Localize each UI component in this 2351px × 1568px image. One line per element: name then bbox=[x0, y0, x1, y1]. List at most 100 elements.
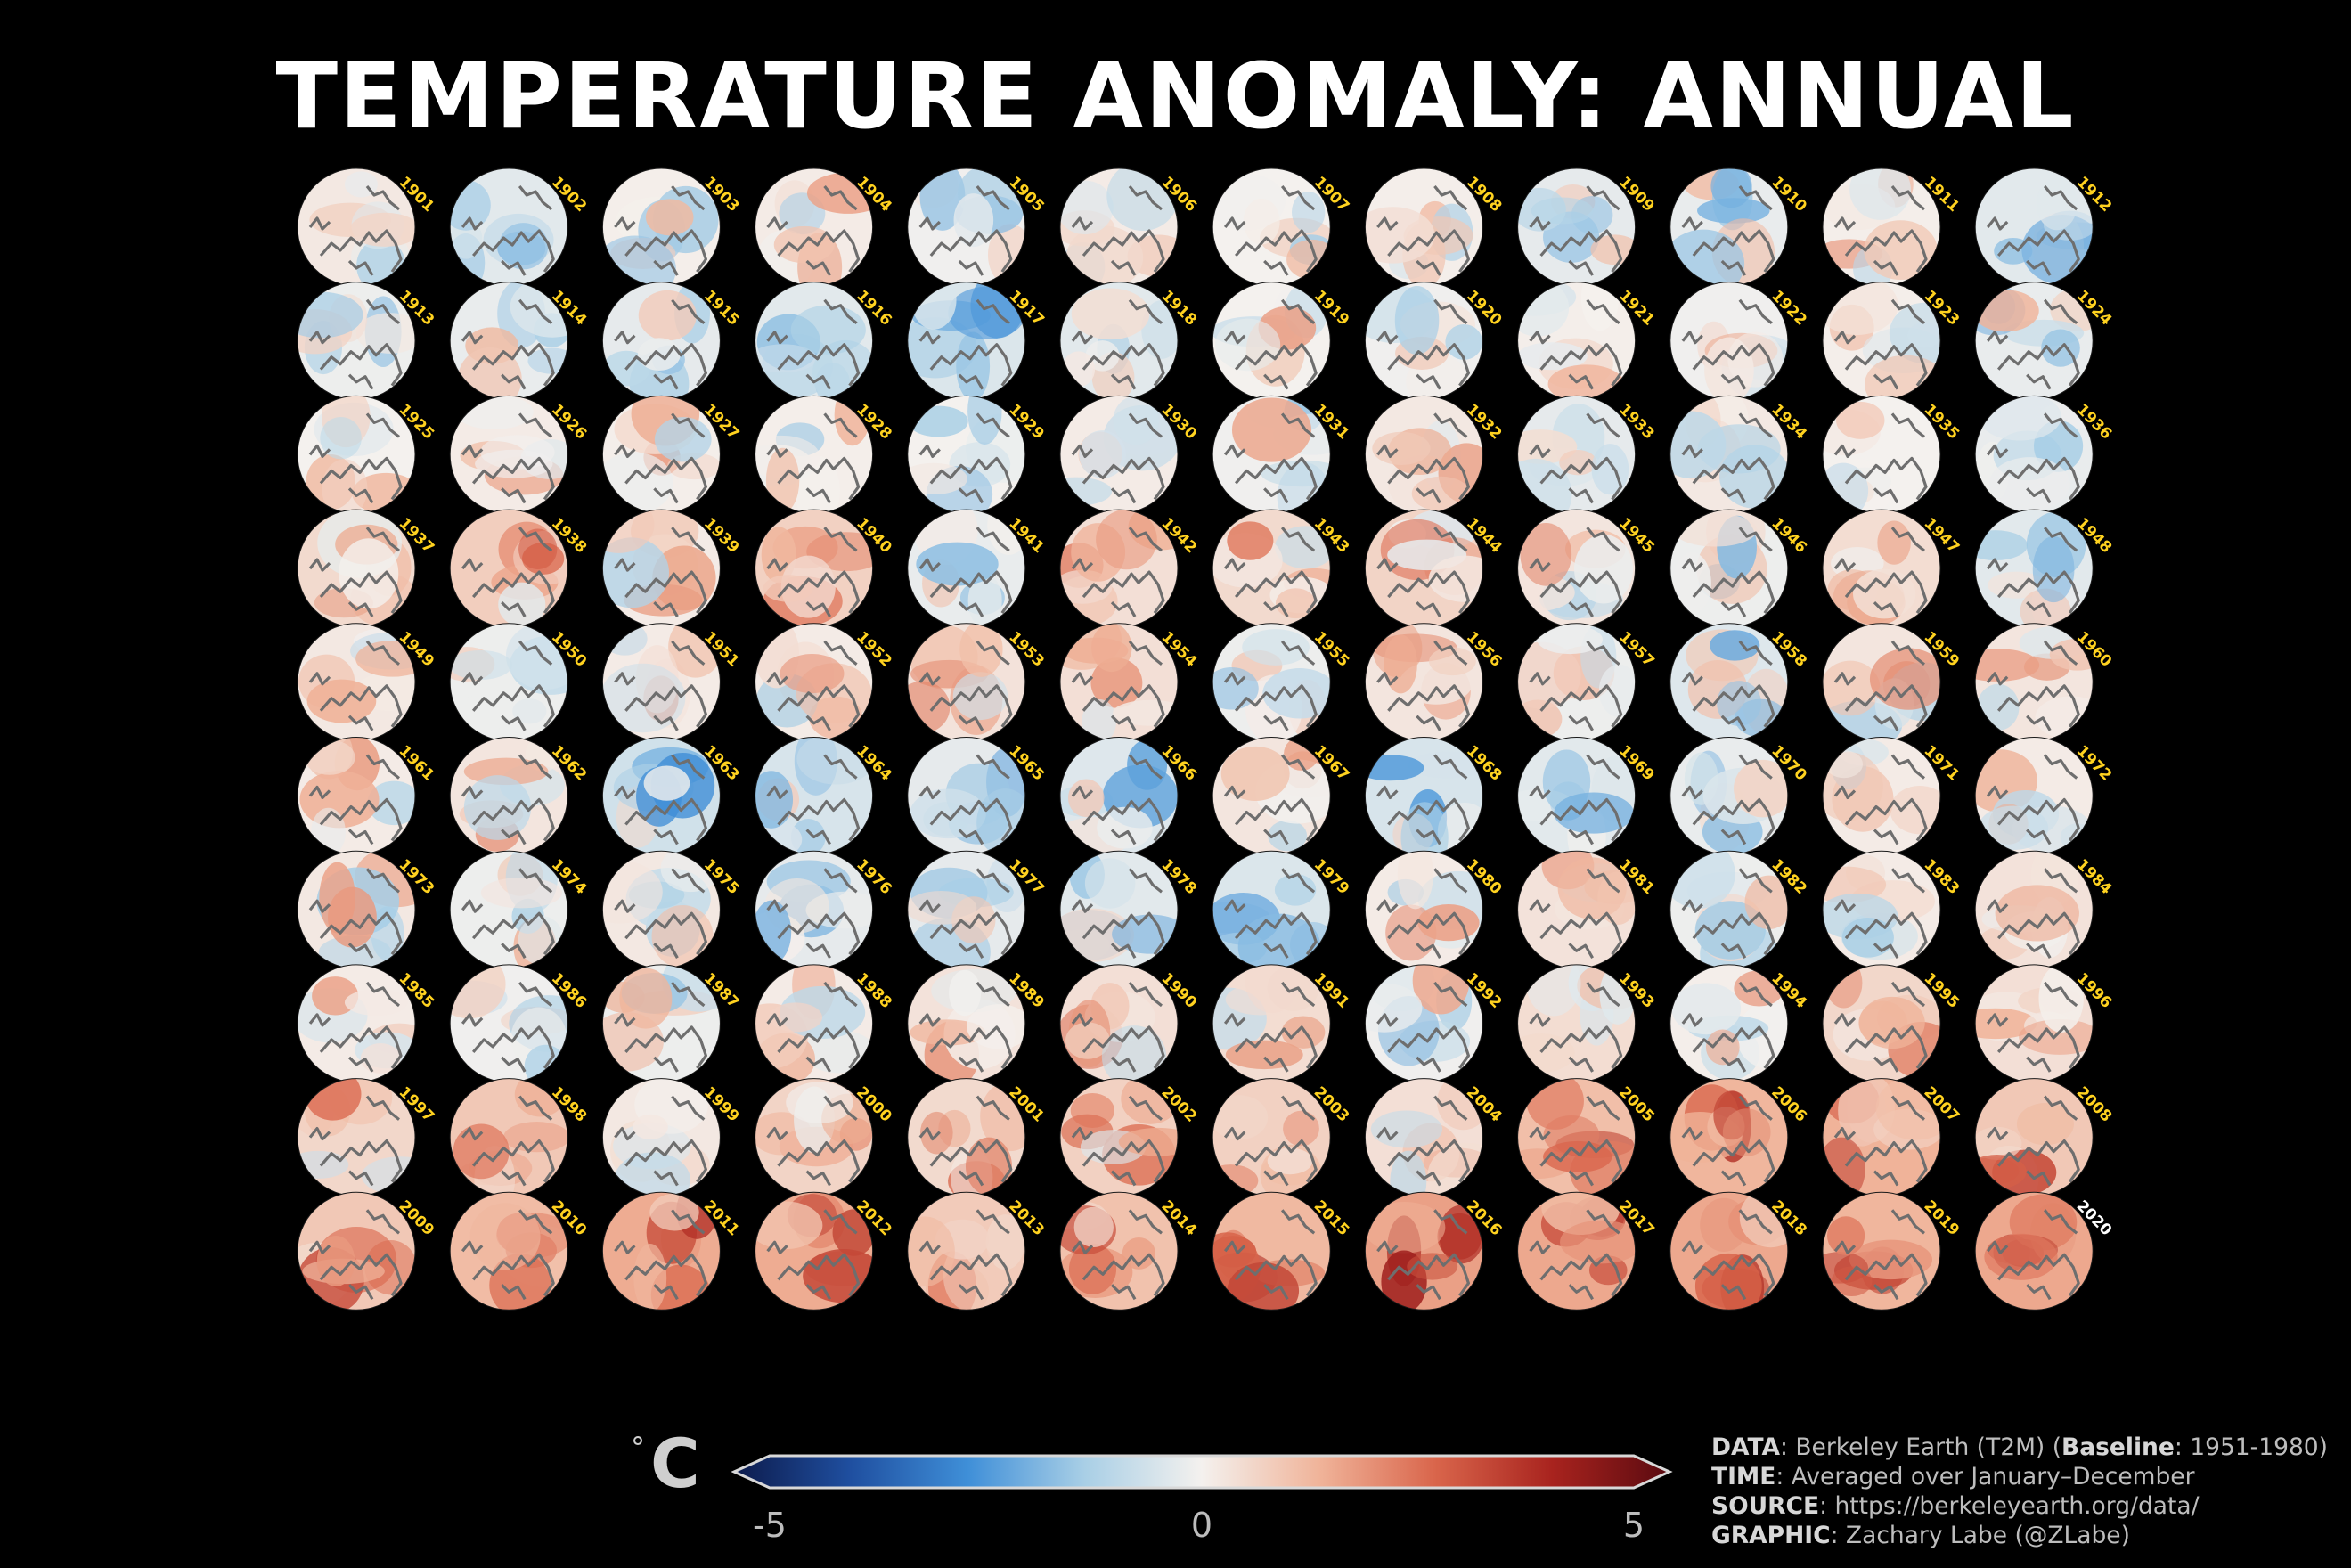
year-map-1936: 1936 bbox=[1974, 395, 2115, 514]
year-map-1917: 1917 bbox=[907, 282, 1048, 401]
anomaly-patch bbox=[1445, 323, 1483, 360]
coastline bbox=[308, 1095, 403, 1187]
year-map-1972: 1972 bbox=[1974, 737, 2115, 855]
coastline bbox=[766, 412, 861, 504]
anomaly-patch bbox=[907, 316, 977, 379]
year-map-1965: 1965 bbox=[907, 737, 1048, 855]
anomaly-patch bbox=[795, 455, 840, 514]
anomaly-patch bbox=[1365, 207, 1435, 264]
anomaly-patch bbox=[602, 663, 686, 733]
coastline bbox=[766, 981, 861, 1073]
year-map-1983: 1983 bbox=[1822, 850, 1963, 969]
coastline bbox=[1681, 1209, 1775, 1301]
year-map-1929: 1929 bbox=[907, 395, 1048, 514]
coastline bbox=[1986, 185, 2080, 276]
anomaly-patch bbox=[1267, 1147, 1313, 1175]
anomaly-patch bbox=[361, 1156, 415, 1196]
coastline bbox=[1986, 868, 2080, 959]
coastline bbox=[614, 527, 708, 617]
year-map-2011: 2011 bbox=[601, 1191, 742, 1311]
year-map-1988: 1988 bbox=[755, 964, 895, 1083]
anomaly-patch bbox=[952, 672, 1008, 721]
anomaly-patch bbox=[1977, 683, 2020, 731]
year-map-1990: 1990 bbox=[1059, 964, 1200, 1083]
coastline bbox=[1376, 1095, 1471, 1187]
anomaly-patch bbox=[643, 765, 690, 801]
anomaly-patch bbox=[1394, 285, 1440, 355]
coastline bbox=[1071, 1209, 1165, 1301]
coastline bbox=[308, 412, 403, 504]
anomaly-patch bbox=[953, 193, 994, 248]
year-map-2002: 2002 bbox=[1059, 1078, 1200, 1197]
anomaly-patch bbox=[1275, 588, 1316, 619]
anomaly-patch bbox=[1242, 629, 1310, 666]
year-map-1969: 1969 bbox=[1517, 737, 1658, 855]
year-map-1952: 1952 bbox=[755, 623, 895, 742]
coastline bbox=[308, 185, 403, 276]
coastline bbox=[1529, 640, 1623, 731]
anomaly-patch bbox=[298, 1150, 349, 1179]
anomaly-patch bbox=[780, 654, 845, 694]
year-map-1907: 1907 bbox=[1212, 167, 1352, 287]
year-map-1967: 1967 bbox=[1212, 737, 1352, 855]
anomaly-patch bbox=[1710, 168, 1752, 208]
year-map-1921: 1921 bbox=[1517, 282, 1658, 401]
coastline bbox=[918, 185, 1013, 276]
anomaly-patch bbox=[1365, 755, 1424, 781]
year-map-1910: 1910 bbox=[1669, 167, 1810, 287]
coastline bbox=[308, 298, 403, 390]
anomaly-patch bbox=[1084, 858, 1136, 909]
coastline bbox=[766, 754, 861, 845]
coastline bbox=[1376, 412, 1471, 504]
anomaly-patch bbox=[1082, 698, 1117, 741]
coastline bbox=[1071, 1095, 1165, 1187]
coastline bbox=[1986, 754, 2080, 845]
anomaly-patch bbox=[1517, 429, 1578, 464]
year-map-1916: 1916 bbox=[755, 282, 895, 401]
anomaly-patch bbox=[306, 679, 377, 723]
anomaly-patch bbox=[1824, 750, 1864, 779]
anomaly-patch bbox=[1975, 1008, 2037, 1040]
coastline bbox=[1986, 640, 2080, 731]
anomaly-patch bbox=[1277, 462, 1331, 514]
anomaly-patch bbox=[959, 623, 1003, 677]
coastline bbox=[461, 981, 555, 1073]
coastline bbox=[918, 412, 1013, 504]
year-map-2004: 2004 bbox=[1364, 1078, 1506, 1197]
anomaly-patch bbox=[1823, 282, 1898, 336]
celsius-letter: C bbox=[650, 1424, 700, 1503]
coastline bbox=[614, 981, 708, 1073]
anomaly-patch bbox=[298, 291, 363, 339]
anomaly-patch bbox=[1365, 983, 1423, 1033]
year-map-1948: 1948 bbox=[1974, 509, 2115, 628]
year-map-1932: 1932 bbox=[1364, 395, 1505, 514]
credit-source-line: SOURCE: https://berkeleyearth.org/data/ bbox=[1711, 1492, 2200, 1520]
coastline bbox=[1529, 298, 1623, 390]
year-map-1913: 1913 bbox=[297, 282, 437, 401]
year-map-1930: 1930 bbox=[1059, 395, 1200, 514]
year-map-1992: 1992 bbox=[1364, 964, 1505, 1083]
coastline bbox=[1833, 412, 1928, 504]
anomaly-patch bbox=[1671, 983, 1742, 1035]
anomaly-patch bbox=[1877, 520, 1911, 565]
coastline bbox=[1833, 640, 1928, 731]
coastline bbox=[1071, 298, 1165, 390]
anomaly-patch bbox=[1231, 397, 1312, 462]
map-border bbox=[1822, 1191, 1941, 1311]
coastline bbox=[1681, 640, 1775, 731]
year-map-1955: 1955 bbox=[1212, 623, 1352, 742]
anomaly-patch bbox=[602, 537, 670, 608]
anomaly-patch bbox=[654, 417, 712, 462]
year-map-2020: 2020 bbox=[1974, 1191, 2115, 1311]
anomaly-patch bbox=[907, 1216, 955, 1287]
coastline bbox=[461, 527, 555, 617]
year-map-1935: 1935 bbox=[1822, 395, 1963, 514]
anomaly-patch bbox=[1122, 1237, 1156, 1270]
anomaly-patch bbox=[1065, 225, 1144, 286]
coastline bbox=[1376, 1209, 1471, 1301]
map-border bbox=[1364, 1191, 1483, 1311]
anomaly-patch bbox=[344, 989, 408, 1017]
year-map-1966: 1966 bbox=[1059, 737, 1200, 855]
anomaly-patch bbox=[910, 788, 986, 839]
coastline bbox=[614, 412, 708, 504]
